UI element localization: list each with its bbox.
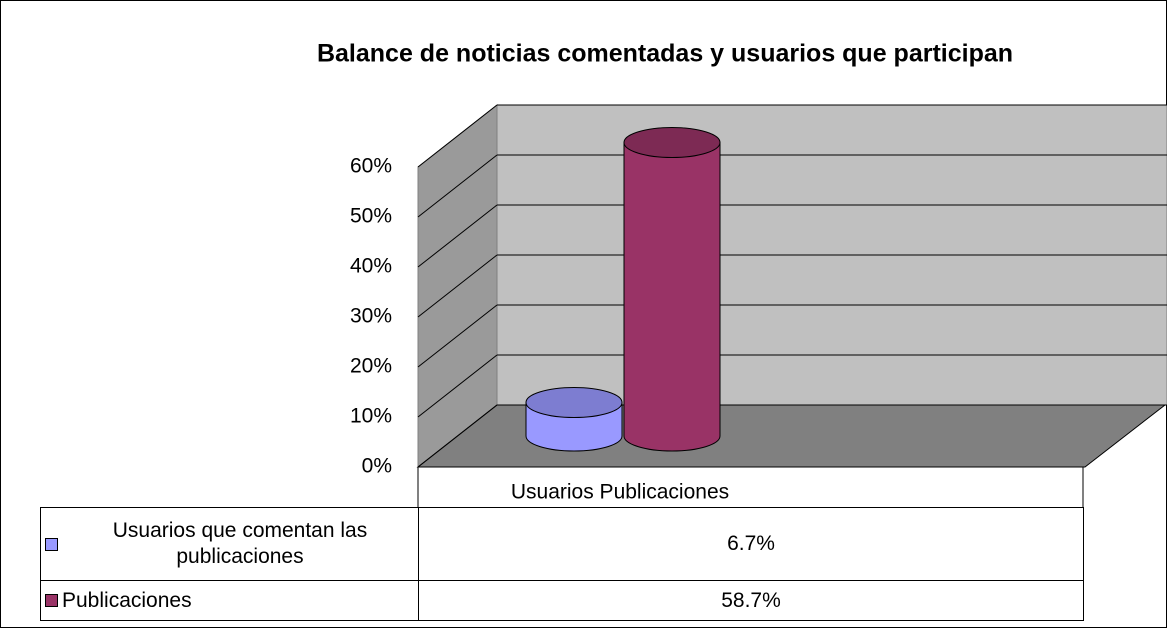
- y-tick-label: 50%: [350, 205, 392, 228]
- y-tick-label: 20%: [350, 355, 392, 378]
- grid-line: [417, 354, 498, 418]
- table-row-header: Publicaciones: [40, 580, 419, 621]
- table-row-header: Usuarios que comentan las publicaciones: [40, 507, 419, 581]
- x-tick-label: Usuarios Publicaciones: [511, 481, 729, 504]
- bar-top: [623, 127, 721, 158]
- bar: [623, 142, 721, 452]
- legend-label: Publicaciones: [62, 588, 192, 612]
- bar-top: [525, 387, 623, 418]
- grid-line: [417, 204, 498, 268]
- y-tick-label: 0%: [362, 455, 392, 478]
- y-tick-label: 60%: [350, 155, 392, 178]
- legend-key: [45, 537, 58, 551]
- y-tick-label: 40%: [350, 255, 392, 278]
- chart-title: Balance de noticias comentadas y usuario…: [317, 40, 1013, 68]
- grid-line: [417, 154, 498, 218]
- y-tick-label: 30%: [350, 305, 392, 328]
- grid-line: [417, 404, 498, 468]
- grid-line: [417, 304, 498, 368]
- table-cell: 6.7%: [418, 507, 1084, 581]
- legend-key: [45, 594, 58, 607]
- grid-line: [417, 254, 498, 318]
- table-cell: 58.7%: [418, 580, 1084, 621]
- legend-label: Usuarios que comentan las publicaciones: [112, 519, 368, 568]
- grid-line: [417, 104, 498, 168]
- y-tick-label: 10%: [350, 405, 392, 428]
